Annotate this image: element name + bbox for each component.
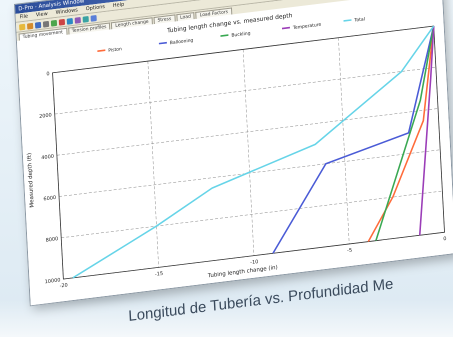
x-gridline: [147, 61, 159, 268]
legend-swatch: [220, 34, 229, 37]
table-icon[interactable]: [74, 16, 81, 24]
help-icon[interactable]: [90, 14, 97, 22]
x-gridline: [242, 49, 255, 256]
legend-swatch: [158, 41, 167, 45]
y-gridline: [61, 190, 443, 239]
y-tick-label: 8000: [46, 236, 59, 244]
y-gridline: [59, 149, 441, 197]
menu-help[interactable]: Help: [112, 1, 125, 9]
app-window: D-Pro - Analysis Window File View Window…: [14, 0, 453, 307]
series-line-temperature: [418, 26, 435, 236]
y-gridline: [56, 108, 439, 156]
y-axis-label: Measured depth (ft): [27, 153, 36, 208]
chart-icon[interactable]: [66, 17, 73, 25]
copy-icon[interactable]: [50, 19, 58, 27]
x-tick-label: -10: [250, 259, 258, 266]
y-tick-label: 10000: [45, 277, 61, 285]
legend-label: Temperature: [292, 22, 322, 32]
x-tick-label: -20: [60, 283, 68, 290]
chart-axes: -20 -15 -10 -5 0 0 2000 4000 6000 8000 10000: [39, 25, 447, 290]
menu-view[interactable]: View: [35, 10, 48, 19]
reflection: [0, 300, 453, 337]
plot-area: Tubing length change vs. measured depth …: [16, 0, 453, 306]
legend-label: Total: [353, 16, 365, 23]
series-line-ballooning: [272, 25, 435, 254]
chart-grid: [52, 25, 445, 280]
y-tick-label: 4000: [41, 154, 54, 162]
y-tick-label: 0: [46, 71, 49, 77]
save-icon[interactable]: [34, 21, 42, 29]
x-gridline: [338, 37, 350, 244]
zoom-icon[interactable]: [82, 15, 89, 23]
legend-label: Ballooning: [170, 37, 194, 46]
menu-file[interactable]: File: [19, 13, 29, 21]
y-tick-label: 2000: [39, 112, 52, 120]
line-chart: Tubing length change vs. measured depth …: [27, 12, 447, 290]
x-axis-label: Tubing length change (in): [207, 265, 278, 280]
series-line-piston: [367, 25, 435, 242]
new-icon[interactable]: [19, 23, 26, 31]
plot-frame: [52, 25, 445, 280]
legend-label: Piston: [108, 46, 122, 54]
legend-swatch: [281, 26, 290, 30]
chart-series: [72, 25, 435, 279]
menu-options[interactable]: Options: [85, 3, 106, 13]
legend-label: Buckling: [231, 30, 251, 38]
x-tick-label: -15: [155, 271, 163, 278]
chart-legend: Piston Ballooning Buckling Temperature Total: [97, 16, 365, 54]
open-icon[interactable]: [26, 22, 34, 30]
x-tick-label: 0: [443, 236, 446, 242]
legend-swatch: [343, 19, 352, 22]
legend-swatch: [97, 49, 106, 52]
paste-icon[interactable]: [58, 18, 66, 26]
y-gridline: [54, 67, 436, 115]
print-icon[interactable]: [42, 20, 50, 28]
x-tick-label: -5: [347, 248, 352, 255]
y-tick-label: 6000: [43, 195, 56, 203]
series-line-total: [72, 25, 435, 279]
series-line-buckling: [375, 25, 435, 241]
